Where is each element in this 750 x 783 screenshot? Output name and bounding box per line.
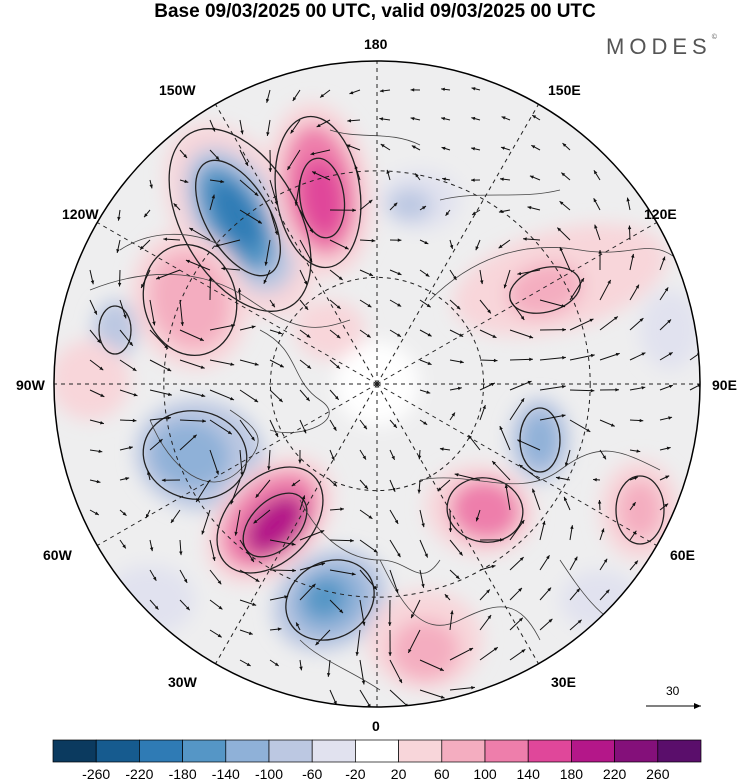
colorbar-segment bbox=[52, 739, 97, 763]
colorbar-segment bbox=[95, 739, 140, 763]
lon-label-150w: 150W bbox=[159, 82, 196, 98]
colorbar-label: -140 bbox=[211, 766, 240, 782]
colorbar-label: 60 bbox=[434, 766, 450, 782]
colorbar-segment bbox=[225, 739, 270, 763]
lon-label-90w: 90W bbox=[16, 377, 45, 393]
colorbar-label: -20 bbox=[345, 766, 366, 782]
colorbar-segment bbox=[614, 739, 659, 763]
lon-label-180: 180 bbox=[364, 36, 388, 52]
colorbar-segment bbox=[527, 739, 572, 763]
colorbar-label: 220 bbox=[602, 766, 627, 782]
colorbar-segment bbox=[182, 739, 227, 763]
lon-label-150e: 150E bbox=[548, 82, 581, 98]
lon-label-60e: 60E bbox=[670, 547, 695, 563]
coastlines bbox=[89, 129, 691, 691]
lon-label-30e: 30E bbox=[551, 674, 576, 690]
colorbar-segment bbox=[484, 739, 529, 763]
lon-label-60w: 60W bbox=[43, 547, 72, 563]
colorbar-segment bbox=[657, 739, 702, 763]
colorbar-label: -260 bbox=[82, 766, 111, 782]
page-title: Base 09/03/2025 00 UTC, valid 09/03/2025… bbox=[154, 1, 596, 22]
colorbar-segment bbox=[571, 739, 615, 763]
colorbar-segment bbox=[268, 739, 313, 763]
colorbar-label: -60 bbox=[302, 766, 323, 782]
colorbar-segment bbox=[398, 739, 443, 763]
lon-label-120w: 120W bbox=[62, 206, 99, 222]
map-border bbox=[53, 60, 701, 708]
colorbar-label: -100 bbox=[254, 766, 284, 782]
colorbar-label: -220 bbox=[125, 766, 154, 782]
colorbar-label: 260 bbox=[646, 766, 670, 782]
colorbar-segment bbox=[355, 739, 399, 763]
vector-scale-arrow bbox=[646, 703, 701, 709]
lon-label-120e: 120E bbox=[644, 206, 677, 222]
brand-logo: MODES© bbox=[606, 34, 717, 59]
colorbar-label: 100 bbox=[473, 766, 497, 782]
colorbar-label: 140 bbox=[516, 766, 540, 782]
colorbar-segment bbox=[139, 739, 183, 763]
colorbar-segment bbox=[311, 739, 356, 763]
colorbar-label: 20 bbox=[390, 766, 407, 782]
colorbar bbox=[52, 739, 702, 763]
lon-label-30w: 30W bbox=[168, 674, 197, 690]
lon-label-90e: 90E bbox=[712, 377, 737, 393]
colorbar-label: 180 bbox=[559, 766, 584, 782]
lon-label-0: 0 bbox=[372, 718, 380, 734]
colorbar-label: -180 bbox=[168, 766, 197, 782]
colorbar-segment bbox=[441, 739, 486, 763]
vector-scale-label: 30 bbox=[666, 684, 680, 698]
